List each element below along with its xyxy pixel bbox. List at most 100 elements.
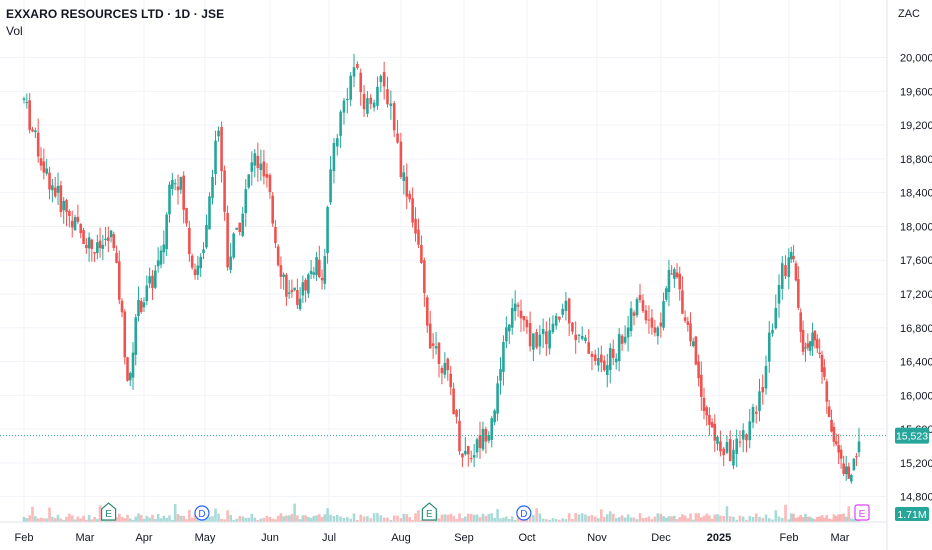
candle[interactable] — [632, 310, 636, 326]
candle[interactable] — [168, 181, 171, 223]
candle[interactable] — [326, 205, 329, 264]
candle[interactable] — [217, 126, 220, 142]
candle[interactable] — [554, 313, 558, 330]
candle[interactable] — [402, 165, 406, 195]
candle[interactable] — [396, 119, 399, 144]
candle[interactable] — [490, 416, 494, 448]
candle[interactable] — [123, 309, 127, 365]
candle[interactable] — [51, 178, 54, 203]
candle[interactable] — [82, 227, 85, 245]
candle[interactable] — [274, 219, 277, 248]
candle[interactable] — [425, 295, 429, 333]
candle[interactable] — [580, 326, 584, 341]
candle[interactable] — [587, 329, 591, 354]
candle[interactable] — [208, 192, 211, 230]
candle[interactable] — [315, 251, 318, 281]
candle[interactable] — [820, 350, 824, 384]
candle[interactable] — [784, 255, 787, 280]
candle[interactable] — [151, 270, 154, 300]
candle[interactable] — [79, 223, 83, 239]
candle[interactable] — [808, 340, 812, 356]
candle[interactable] — [362, 85, 366, 117]
candle[interactable] — [844, 455, 848, 481]
candle[interactable] — [577, 334, 581, 343]
candle[interactable] — [816, 334, 819, 353]
candle[interactable] — [532, 333, 535, 362]
candle[interactable] — [154, 264, 157, 290]
candle[interactable] — [134, 314, 138, 366]
candle[interactable] — [68, 209, 71, 228]
candle[interactable] — [241, 206, 245, 238]
candle[interactable] — [728, 430, 732, 462]
candle[interactable] — [659, 312, 663, 338]
candle[interactable] — [120, 298, 124, 318]
candle[interactable] — [139, 297, 143, 314]
candle[interactable] — [298, 287, 302, 311]
candle[interactable] — [641, 294, 645, 313]
candle[interactable] — [745, 433, 748, 453]
candle[interactable] — [850, 473, 853, 484]
candle[interactable] — [683, 310, 687, 323]
candle[interactable] — [774, 294, 778, 330]
candle[interactable] — [87, 232, 91, 262]
candle[interactable] — [188, 220, 191, 262]
candle[interactable] — [182, 171, 185, 224]
candle[interactable] — [31, 126, 34, 133]
candle[interactable] — [196, 256, 200, 281]
candle[interactable] — [664, 285, 668, 302]
candle[interactable] — [117, 250, 121, 305]
earnings-marker[interactable]: E — [421, 502, 437, 521]
candle[interactable] — [804, 342, 807, 362]
candle[interactable] — [697, 354, 700, 387]
candle[interactable] — [211, 169, 214, 205]
candle[interactable] — [271, 192, 274, 228]
candle[interactable] — [318, 245, 321, 279]
candle[interactable] — [304, 277, 307, 303]
candle[interactable] — [423, 257, 426, 307]
candle[interactable] — [667, 259, 671, 307]
candle[interactable] — [437, 342, 441, 378]
candle[interactable] — [461, 453, 464, 468]
candle[interactable] — [112, 231, 116, 251]
candle[interactable] — [525, 316, 529, 334]
candle[interactable] — [681, 276, 684, 315]
candle[interactable] — [329, 156, 332, 205]
candle[interactable] — [558, 316, 561, 323]
candle[interactable] — [475, 437, 479, 458]
candle[interactable] — [758, 378, 761, 422]
candle[interactable] — [279, 256, 283, 289]
candle[interactable] — [440, 365, 444, 385]
candle[interactable] — [85, 238, 88, 254]
candle[interactable] — [686, 316, 690, 332]
candle[interactable] — [678, 266, 682, 301]
candle[interactable] — [162, 230, 166, 264]
candle[interactable] — [571, 321, 574, 335]
candle[interactable] — [472, 443, 476, 468]
candle[interactable] — [564, 292, 568, 321]
candle[interactable] — [702, 387, 706, 420]
candle[interactable] — [787, 248, 791, 290]
candle[interactable] — [98, 227, 102, 258]
candle[interactable] — [602, 355, 606, 372]
candle[interactable] — [293, 287, 296, 292]
candle[interactable] — [356, 61, 359, 70]
candle[interactable] — [190, 253, 194, 270]
candle[interactable] — [458, 409, 461, 455]
candle[interactable] — [590, 351, 594, 371]
candle[interactable] — [535, 328, 538, 350]
candle[interactable] — [107, 226, 110, 253]
candle[interactable] — [339, 109, 342, 149]
candle[interactable] — [837, 434, 840, 465]
candle[interactable] — [309, 259, 313, 279]
candle[interactable] — [716, 436, 719, 451]
candle[interactable] — [93, 251, 96, 263]
candle[interactable] — [794, 260, 798, 282]
candle[interactable] — [561, 303, 564, 318]
candle[interactable] — [346, 87, 349, 114]
candle[interactable] — [320, 269, 324, 290]
candle[interactable] — [764, 355, 768, 395]
candle[interactable] — [767, 320, 771, 373]
candle[interactable] — [754, 405, 758, 424]
candle[interactable] — [574, 321, 577, 354]
candle[interactable] — [705, 405, 709, 426]
